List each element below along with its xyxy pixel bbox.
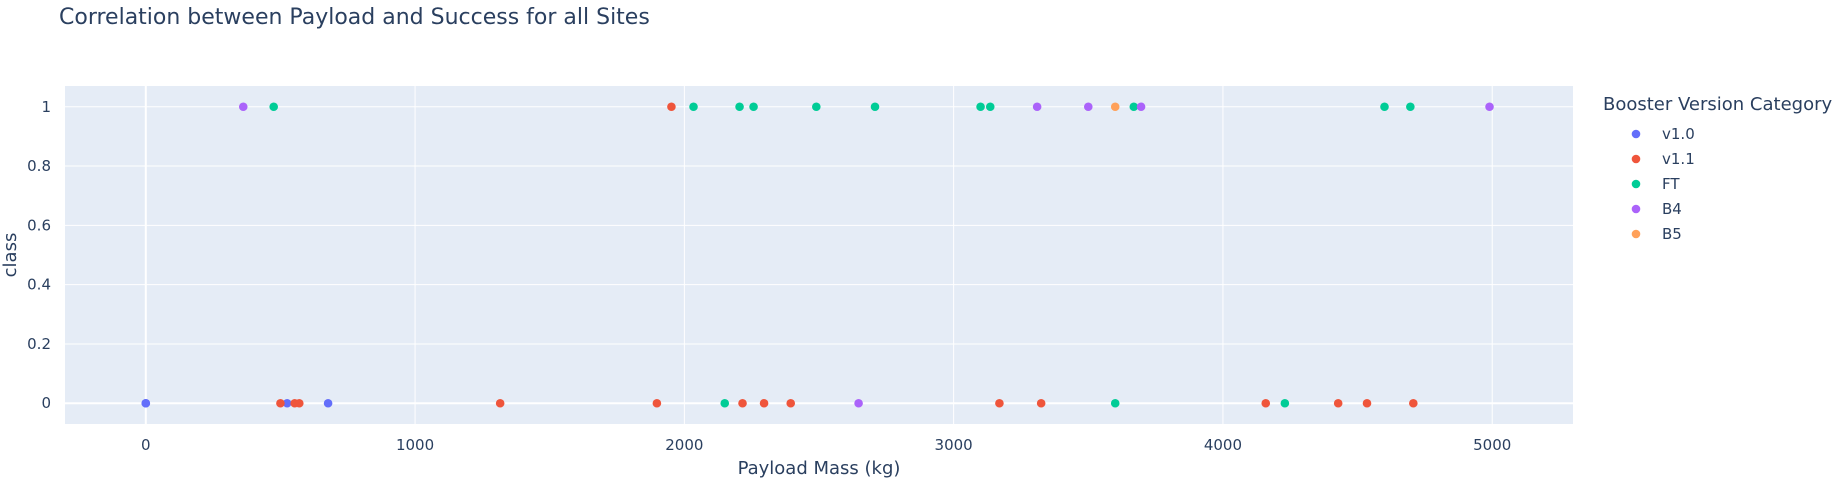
legend-item-label[interactable]: B5 (1662, 225, 1682, 243)
data-point (976, 102, 985, 112)
data-point (749, 102, 758, 112)
y-axis-title: class (0, 233, 21, 278)
legend-title: Booster Version Category (1603, 94, 1832, 115)
data-point (1036, 398, 1046, 408)
legend-item-label[interactable]: v1.0 (1662, 125, 1695, 143)
data-point (1083, 102, 1093, 112)
data-point (282, 398, 292, 408)
x-axis-ticks: 0 1000 2000 3000 4000 5000 (141, 436, 1511, 454)
data-point (1110, 398, 1120, 408)
data-point (985, 102, 995, 112)
data-point (870, 102, 880, 112)
data-point (1032, 102, 1042, 112)
data-point (652, 398, 662, 408)
y-tick-label: 0 (41, 394, 51, 412)
legend-marker (1631, 129, 1641, 139)
data-points (141, 102, 1494, 408)
data-point (1380, 102, 1389, 112)
x-tick-label: 0 (141, 436, 151, 454)
x-tick-label: 1000 (396, 436, 434, 454)
y-tick-label: 0.6 (27, 216, 51, 234)
data-point (738, 398, 747, 408)
y-tick-label: 1 (41, 98, 51, 116)
y-axis-ticks: 0 0.2 0.4 0.6 0.8 1 (27, 98, 51, 412)
data-point (1261, 398, 1271, 408)
data-point (1406, 102, 1415, 112)
data-point (689, 102, 698, 112)
grid-lines (65, 86, 1573, 424)
data-point (1409, 398, 1418, 408)
data-point (1333, 398, 1343, 408)
legend[interactable]: Booster Version Category v1.0 v1.1 FT B4 B5 (1603, 94, 1832, 243)
data-point (141, 398, 151, 408)
data-point (720, 398, 730, 408)
data-point (854, 398, 863, 408)
data-point (294, 398, 304, 408)
data-point (667, 102, 676, 112)
data-point (323, 398, 333, 408)
legend-marker (1631, 179, 1641, 189)
data-point (786, 398, 796, 408)
x-tick-label: 5000 (1473, 436, 1511, 454)
chart-title: Correlation between Payload and Success … (59, 5, 650, 30)
data-point (1129, 102, 1139, 112)
data-point (269, 102, 278, 112)
x-axis-title: Payload Mass (kg) (738, 458, 901, 479)
data-point (735, 102, 744, 112)
y-tick-label: 0.4 (27, 276, 51, 294)
data-point (995, 398, 1004, 408)
data-point (1485, 102, 1494, 112)
data-point (1110, 102, 1120, 112)
data-point (759, 398, 769, 408)
data-point (1136, 102, 1146, 112)
legend-item-label[interactable]: FT (1662, 175, 1680, 193)
legend-marker (1631, 204, 1641, 214)
y-tick-label: 0.2 (27, 335, 51, 353)
data-point (495, 398, 505, 408)
legend-item-label[interactable]: B4 (1662, 200, 1682, 218)
plot-area (65, 86, 1573, 424)
data-point (276, 398, 285, 408)
x-tick-label: 3000 (935, 436, 973, 454)
legend-marker (1631, 229, 1641, 239)
x-tick-label: 2000 (665, 436, 703, 454)
x-tick-label: 4000 (1204, 436, 1242, 454)
data-point (812, 102, 821, 112)
y-tick-label: 0.8 (27, 157, 51, 175)
data-point (1280, 398, 1290, 408)
data-point (1362, 398, 1372, 408)
legend-marker (1631, 154, 1641, 164)
legend-item-label[interactable]: v1.1 (1662, 150, 1695, 168)
data-point (238, 102, 248, 112)
